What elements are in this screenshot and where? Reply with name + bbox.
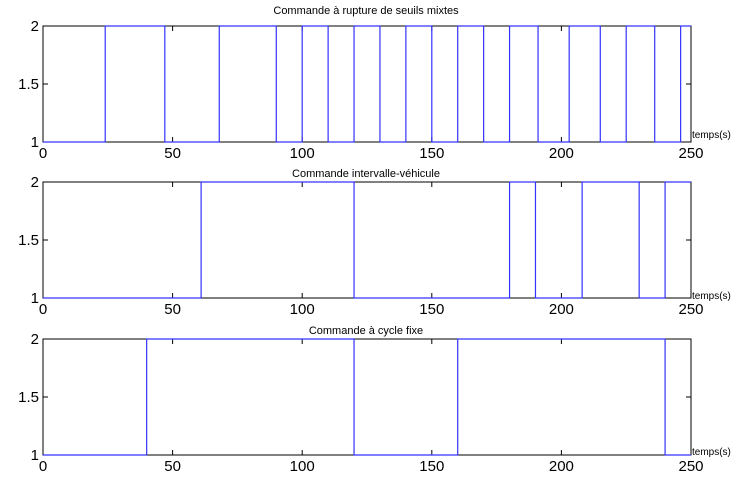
y-tick-label: 1 [31, 134, 39, 151]
x-tick-label: 50 [164, 301, 181, 318]
x-tick-label: 250 [678, 301, 703, 318]
x-tick-label: 0 [39, 145, 47, 162]
x-tick-label: 50 [164, 458, 181, 475]
subplot-1-xlabel: temps(s) [692, 130, 731, 141]
subplot-1-title: Commande à rupture de seuils mixtes [273, 5, 459, 17]
x-tick-label: 200 [549, 145, 574, 162]
y-tick-label: 1.5 [18, 76, 39, 93]
x-tick-label: 150 [419, 458, 444, 475]
x-tick-label: 150 [419, 301, 444, 318]
subplot-2-xlabel: temps(s) [692, 291, 731, 302]
series-line [43, 338, 691, 456]
y-tick-label: 1.5 [18, 389, 39, 406]
x-tick-label: 150 [419, 145, 444, 162]
axes-box [42, 181, 692, 299]
y-tick-label: 1 [31, 290, 39, 307]
x-tick-label: 100 [290, 301, 315, 318]
y-tick-label: 1.5 [18, 232, 39, 249]
subplot-3-xlabel: temps(s) [692, 447, 731, 458]
x-tick-label: 0 [39, 301, 47, 318]
x-tick-label: 250 [678, 145, 703, 162]
x-tick-label: 100 [290, 458, 315, 475]
x-tick-label: 100 [290, 145, 315, 162]
series-line [43, 181, 691, 299]
x-tick-label: 200 [549, 301, 574, 318]
subplot-3: Commande à cycle fixe temps(s) 0 50 100 150… [18, 325, 731, 475]
subplot-1: Commande à rupture de seuils mixtes temp… [18, 5, 731, 162]
x-tick-label: 250 [678, 458, 703, 475]
axes-box [42, 338, 692, 456]
subplot-3-title: Commande à cycle fixe [309, 325, 423, 337]
y-tick-label: 1 [31, 447, 39, 464]
series-line [43, 25, 691, 143]
x-tick-label: 0 [39, 458, 47, 475]
y-tick-label: 2 [31, 18, 39, 35]
x-tick-label: 200 [549, 458, 574, 475]
axes-box [42, 25, 692, 143]
y-tick-label: 2 [31, 174, 39, 191]
subplot-2: Commande intervalle-véhicule temps(s) 0 5… [18, 168, 731, 318]
y-tick-label: 2 [31, 331, 39, 348]
subplot-2-title: Commande intervalle-véhicule [292, 168, 440, 180]
x-tick-label: 50 [164, 145, 181, 162]
